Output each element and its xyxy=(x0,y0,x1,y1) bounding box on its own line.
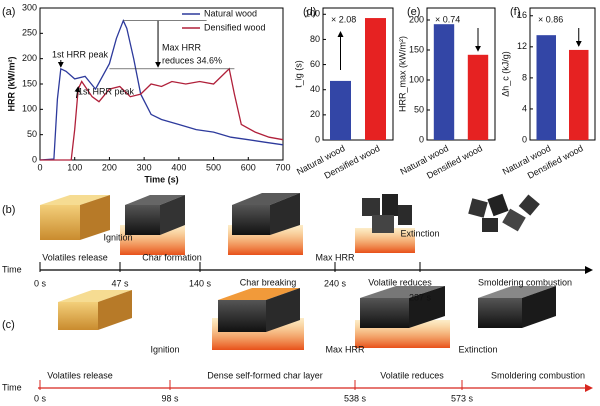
y-axis-label: HRR_max (kW/m²) xyxy=(397,36,407,112)
x-tick-label: Densified wood xyxy=(526,143,585,181)
arrow xyxy=(74,86,81,99)
annotation: 1st HRR peak xyxy=(52,49,109,59)
axis-label: Time xyxy=(2,382,22,392)
x-tick-label: 0 xyxy=(37,162,42,172)
x-tick-label: 500 xyxy=(206,162,221,172)
y-tick-label: 40 xyxy=(310,84,320,94)
panel-label: (a) xyxy=(2,6,15,18)
x-tick-label: 400 xyxy=(171,162,186,172)
timeline-label: Volatile reduces xyxy=(368,277,432,287)
plot-frame xyxy=(426,7,496,141)
timeline-label: Volatiles release xyxy=(47,370,113,380)
timeline-time: 538 s xyxy=(344,393,367,403)
y-tick-label: 300 xyxy=(22,2,37,12)
y-tick-label: 200 xyxy=(409,14,424,24)
timeline-label: Smoldering combustion xyxy=(491,370,585,380)
y-tick-label: 8 xyxy=(522,72,527,82)
timeline-time: 287 s xyxy=(409,292,432,302)
panel-label: (b) xyxy=(2,204,15,216)
y-tick-label: 60 xyxy=(310,59,320,69)
bar xyxy=(569,49,589,140)
timeline-label: Dense self-formed char layer xyxy=(207,370,323,380)
timeline-head xyxy=(585,384,593,392)
timeline-label: Ignition xyxy=(103,232,132,242)
y-axis-label: Δh_c (kJ/g) xyxy=(500,51,510,97)
annotation: × 0.74 xyxy=(435,14,460,24)
x-axis-label: Time (s) xyxy=(144,174,178,184)
data-line xyxy=(39,19,284,161)
y-tick-label: 150 xyxy=(409,44,424,54)
axis-label: Time xyxy=(2,264,22,274)
timeline-label: Ignition xyxy=(150,344,179,354)
annotation: Max HRR xyxy=(162,42,202,52)
y-tick-label: 20 xyxy=(310,109,320,119)
timeline-label: Char breaking xyxy=(240,277,297,287)
y-tick-label: 200 xyxy=(22,53,37,63)
plot-frame xyxy=(529,7,596,141)
x-tick-label: 700 xyxy=(275,162,290,172)
bar xyxy=(365,18,386,140)
timeline-time: 0 s xyxy=(34,393,47,403)
timeline-label: Char formation xyxy=(142,252,202,262)
illustrations xyxy=(40,193,556,350)
y-tick-label: 100 xyxy=(22,104,37,114)
panel-label: (c) xyxy=(2,319,15,331)
timeline-time: 0 s xyxy=(34,278,47,288)
timeline-label: Extinction xyxy=(400,228,439,238)
timeline-label: Volatiles release xyxy=(42,252,108,262)
y-tick-label: 80 xyxy=(310,34,320,44)
timeline-time: 240 s xyxy=(324,278,347,288)
panel-label: (d) xyxy=(303,6,316,18)
bar xyxy=(536,35,556,141)
y-tick-label: 0 xyxy=(315,134,320,144)
annotation: reduces 34.6% xyxy=(162,55,222,65)
y-tick-label: 0 xyxy=(32,154,37,164)
y-tick-label: 0 xyxy=(522,134,527,144)
timeline-head xyxy=(585,266,593,274)
y-tick-label: 50 xyxy=(27,129,37,139)
timeline-time: 98 s xyxy=(161,393,179,403)
y-tick-label: 50 xyxy=(414,104,424,114)
legend-label: Natural wood xyxy=(204,8,257,18)
y-tick-label: 16 xyxy=(517,10,527,20)
timeline-label: Max HRR xyxy=(315,252,355,262)
annotation: × 0.86 xyxy=(538,14,563,24)
y-tick-label: 4 xyxy=(522,103,527,113)
timeline-time: 573 s xyxy=(451,393,474,403)
timeline-label: Smoldering combustion xyxy=(478,277,572,287)
annotation: 1st HRR peak xyxy=(78,86,135,96)
y-axis-label: HRR (kW/m²) xyxy=(6,57,16,112)
x-tick-label: 300 xyxy=(137,162,152,172)
plot-frame xyxy=(322,7,394,141)
timeline-time: 47 s xyxy=(111,278,129,288)
x-tick-label: 100 xyxy=(67,162,82,172)
bar xyxy=(433,24,455,141)
bar xyxy=(467,54,489,140)
y-tick-label: 100 xyxy=(305,9,320,19)
y-tick-label: 100 xyxy=(409,74,424,84)
timeline-label: Volatile reduces xyxy=(380,370,444,380)
legend-label: Densified wood xyxy=(204,22,266,32)
panel-label: (f) xyxy=(510,6,520,18)
data-line xyxy=(40,67,284,161)
annotation: × 2.08 xyxy=(331,14,356,24)
y-tick-label: 12 xyxy=(517,41,527,51)
x-tick-label: 600 xyxy=(241,162,256,172)
panel-label: (e) xyxy=(407,6,420,18)
x-tick-label: 200 xyxy=(102,162,117,172)
bar xyxy=(330,80,351,140)
timeline-label: Max HRR xyxy=(325,344,365,354)
timeline-label: Extinction xyxy=(458,344,497,354)
y-tick-label: 250 xyxy=(22,28,37,38)
y-tick-label: 0 xyxy=(419,134,424,144)
y-tick-label: 150 xyxy=(22,78,37,88)
y-axis-label: t_ig (s) xyxy=(293,60,303,88)
timeline-time: 140 s xyxy=(189,278,212,288)
